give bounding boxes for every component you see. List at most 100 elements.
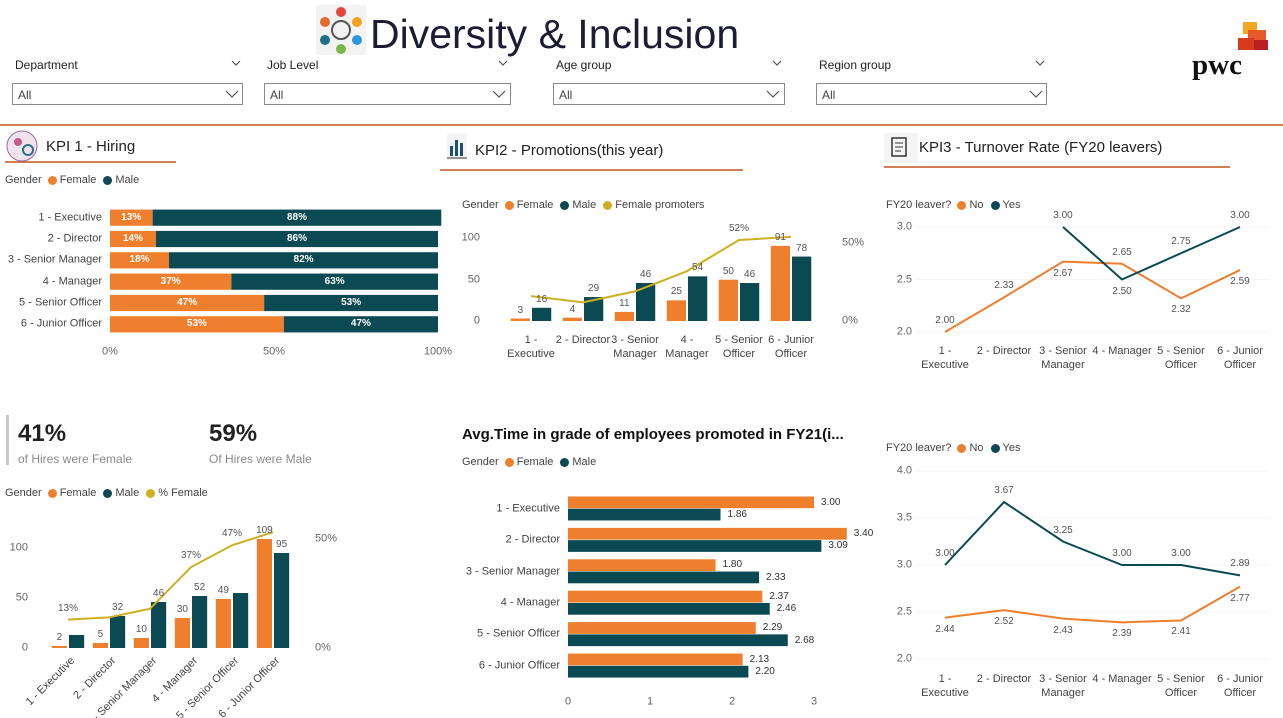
- bar-segment: [110, 252, 170, 269]
- bar: [151, 602, 167, 648]
- line: [67, 531, 274, 621]
- data-label: 13%: [121, 211, 142, 223]
- legend-marker: [957, 200, 967, 210]
- data-label: 88%: [286, 211, 307, 223]
- bar: [510, 318, 530, 321]
- legend-label: Male: [572, 456, 597, 468]
- data-label: 46: [640, 269, 652, 280]
- data-label: 2.44: [935, 623, 955, 635]
- filter-dropdown[interactable]: All: [12, 83, 243, 105]
- data-label: 18%: [129, 254, 150, 266]
- x-tick-label: 4 - Manager: [665, 334, 709, 360]
- bar: [718, 279, 738, 321]
- bar-segment: [110, 273, 232, 290]
- x-tick-label: 6 - Junior Officer: [1217, 673, 1263, 699]
- data-label: 50: [722, 265, 734, 277]
- bar: [174, 618, 190, 648]
- legend-marker: [47, 175, 57, 185]
- legend-label: Female: [59, 174, 97, 186]
- data-label: 2.29: [762, 622, 783, 634]
- x-tick-label: 2 - Director: [976, 673, 1032, 685]
- bar: [562, 317, 582, 321]
- bar: [568, 602, 770, 615]
- data-label: 47%: [350, 318, 371, 330]
- chart-title: KPI2 - Promotions(this year): [475, 142, 664, 159]
- bar: [568, 496, 814, 509]
- data-label: 86%: [286, 233, 307, 244]
- bar: [69, 635, 85, 648]
- bar: [568, 622, 756, 634]
- legend-label: Yes: [1002, 199, 1021, 211]
- filter-dropdown[interactable]: All: [816, 83, 1047, 105]
- x-tick-label: 3: [810, 695, 818, 708]
- y-tick-label: 6 - Junior Officer: [20, 317, 102, 330]
- bar: [636, 283, 656, 321]
- legend-label: Male: [572, 199, 597, 211]
- data-label: 3.00: [1053, 210, 1073, 221]
- legend-title: FY20 leaver?: [886, 442, 952, 454]
- bar: [568, 590, 763, 603]
- filter-label: Job Level: [267, 58, 319, 72]
- bar: [740, 283, 760, 321]
- data-label: 3.00: [935, 548, 955, 559]
- y-tick-label: 5 - Senior Officer: [477, 627, 560, 640]
- bar-segment: [110, 230, 156, 248]
- data-label: 95: [276, 539, 288, 550]
- data-label: 3.00: [821, 496, 841, 508]
- bar-segment: [110, 209, 153, 226]
- x-tick-label: 5 - Senior Officer: [1157, 345, 1205, 371]
- y-tick-label: 4.0: [896, 464, 912, 477]
- legend-label: Male: [115, 174, 140, 186]
- bar-segment: [231, 273, 438, 290]
- legend-marker: [504, 457, 514, 467]
- y-tick-label: 2 - Director: [47, 232, 102, 245]
- data-label: 2.65: [1112, 246, 1132, 258]
- legend-label: No: [969, 199, 984, 211]
- filter-dropdown[interactable]: All: [264, 83, 511, 105]
- kpi3-icon: [884, 133, 918, 163]
- x-tick-label: 5 - Senior Officer: [1157, 673, 1205, 699]
- y-tick-label: 1 - Executive: [496, 502, 560, 515]
- data-label: 63%: [324, 275, 345, 287]
- data-label: 37%: [160, 275, 181, 287]
- legend-marker: [560, 457, 570, 467]
- data-label: 78: [796, 242, 808, 254]
- bar: [274, 553, 290, 648]
- legend-label: Female: [516, 199, 554, 211]
- legend-marker: [504, 200, 514, 210]
- data-label: 2.33: [766, 571, 786, 583]
- data-label: 2: [56, 632, 63, 643]
- legend: Gender Female Male % Female: [5, 487, 211, 499]
- y-tick-label: 2.0: [896, 652, 912, 665]
- line: [944, 260, 1241, 333]
- x-tick-label: 6 - Junior Officer: [1217, 345, 1263, 371]
- x-tick-label: 4 - Manager: [1092, 345, 1152, 357]
- y-tick-label: 1 - Executive: [38, 211, 102, 224]
- kpi-value: 41%: [18, 420, 67, 447]
- filter-label: Region group: [819, 58, 892, 72]
- bar: [614, 311, 634, 321]
- line: [944, 585, 1241, 624]
- bar: [92, 643, 108, 648]
- bar: [770, 245, 790, 321]
- kpi-value: 59%: [209, 420, 258, 447]
- dropdown-chevrons: [225, 60, 1045, 98]
- data-label: 37%: [180, 550, 202, 562]
- data-label: 2.33: [994, 280, 1014, 292]
- x-tick-label: 1 - Executive: [921, 673, 969, 699]
- filter-dropdown[interactable]: All: [553, 83, 785, 105]
- logo: pwc: [1192, 49, 1242, 81]
- kpi2-icon: [447, 134, 467, 160]
- x-tick-label: 2 - Director: [976, 345, 1032, 357]
- data-label: 52%: [728, 223, 750, 235]
- data-label: 2.32: [1171, 304, 1191, 316]
- title-icon: [316, 5, 366, 55]
- line: [1062, 226, 1241, 281]
- x-tick-label: 0: [564, 695, 572, 708]
- data-label: 3.67: [994, 485, 1014, 497]
- data-label: 29: [588, 283, 600, 295]
- bar-segment: [110, 316, 284, 333]
- legend-marker: [103, 175, 113, 185]
- legend-title: Gender: [462, 456, 499, 468]
